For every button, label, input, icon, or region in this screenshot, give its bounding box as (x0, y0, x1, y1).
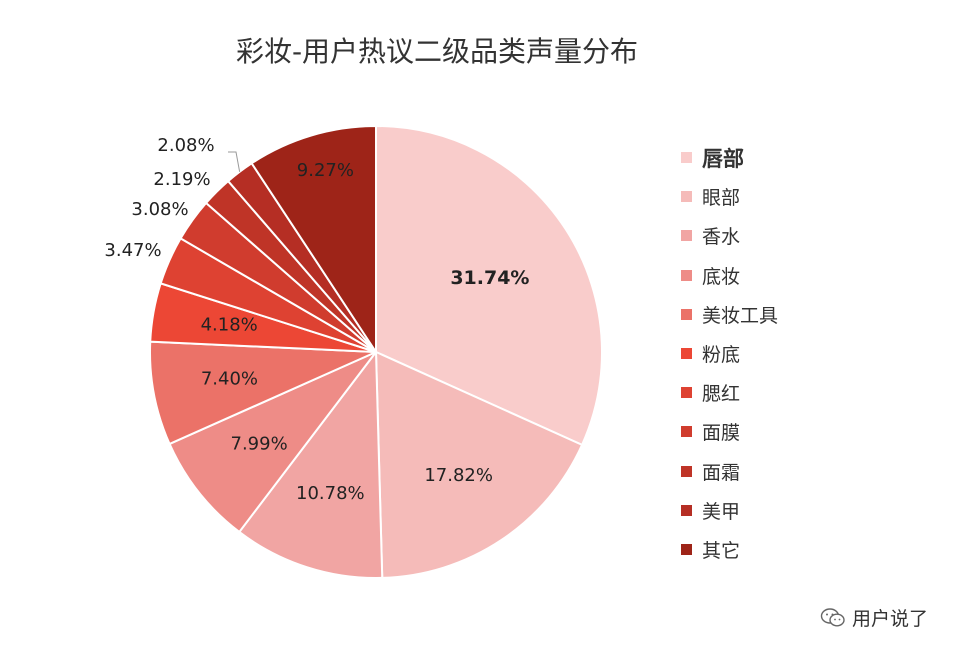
legend-label: 粉底 (702, 344, 741, 367)
legend-item-5: 粉底 (681, 334, 778, 373)
legend: 唇部眼部香水底妆美妆工具粉底腮红面膜面霜美甲其它 (681, 138, 778, 569)
legend-swatch (681, 191, 692, 203)
data-label-1: 17.82% (424, 465, 493, 486)
pie-slice-0 (375, 124, 603, 447)
pie-slice-1 (374, 350, 584, 579)
legend-label: 腮红 (702, 383, 741, 406)
data-label-8: 2.19% (153, 169, 210, 190)
wechat-icon (820, 607, 845, 627)
legend-item-6: 腮红 (681, 373, 778, 412)
leader-line-9 (228, 151, 241, 172)
legend-swatch (681, 426, 692, 438)
legend-item-1: 眼部 (681, 177, 778, 216)
legend-label: 底妆 (702, 265, 741, 288)
data-label-6: 3.47% (104, 240, 161, 261)
legend-swatch (681, 269, 692, 281)
legend-swatch (681, 308, 692, 320)
legend-item-0: 唇部 (681, 138, 778, 177)
chart-title: 彩妆-用户热议二级品类声量分布 (235, 35, 639, 68)
legend-label: 美甲 (702, 500, 741, 523)
pie-slice-2 (237, 349, 384, 579)
pie-slice-4 (149, 340, 377, 446)
legend-item-9: 美甲 (681, 491, 778, 530)
legend-swatch (681, 230, 692, 242)
watermark: 用户说了 (820, 604, 928, 631)
legend-swatch (681, 543, 692, 555)
pie-slice-10 (250, 124, 377, 356)
legend-swatch (681, 348, 692, 360)
legend-swatch (681, 465, 692, 477)
legend-item-4: 美妆工具 (681, 295, 778, 334)
data-label-7: 3.08% (131, 199, 188, 220)
legend-label: 面膜 (702, 422, 741, 445)
data-label-2: 10.78% (296, 483, 365, 504)
legend-label: 香水 (702, 226, 741, 249)
legend-item-2: 香水 (681, 216, 778, 255)
data-label-3: 7.99% (231, 434, 288, 455)
legend-item-7: 面膜 (681, 412, 778, 451)
legend-label: 面霜 (702, 461, 741, 484)
legend-label: 唇部 (702, 146, 744, 171)
legend-swatch (681, 152, 692, 164)
legend-label: 其它 (702, 539, 741, 562)
watermark-text: 用户说了 (852, 608, 929, 630)
legend-swatch (681, 504, 692, 516)
legend-item-3: 底妆 (681, 256, 778, 295)
pie-slice-3 (168, 351, 377, 534)
data-label-10: 9.27% (297, 160, 354, 181)
data-label-5: 4.18% (201, 315, 258, 336)
legend-label: 美妆工具 (702, 304, 779, 327)
data-label-9: 2.08% (157, 135, 214, 156)
data-label-0: 31.74% (450, 267, 529, 289)
data-label-4: 7.40% (201, 369, 258, 390)
legend-swatch (681, 387, 692, 399)
legend-item-10: 其它 (681, 530, 778, 569)
legend-item-8: 面霜 (681, 452, 778, 491)
legend-label: 眼部 (702, 187, 741, 210)
